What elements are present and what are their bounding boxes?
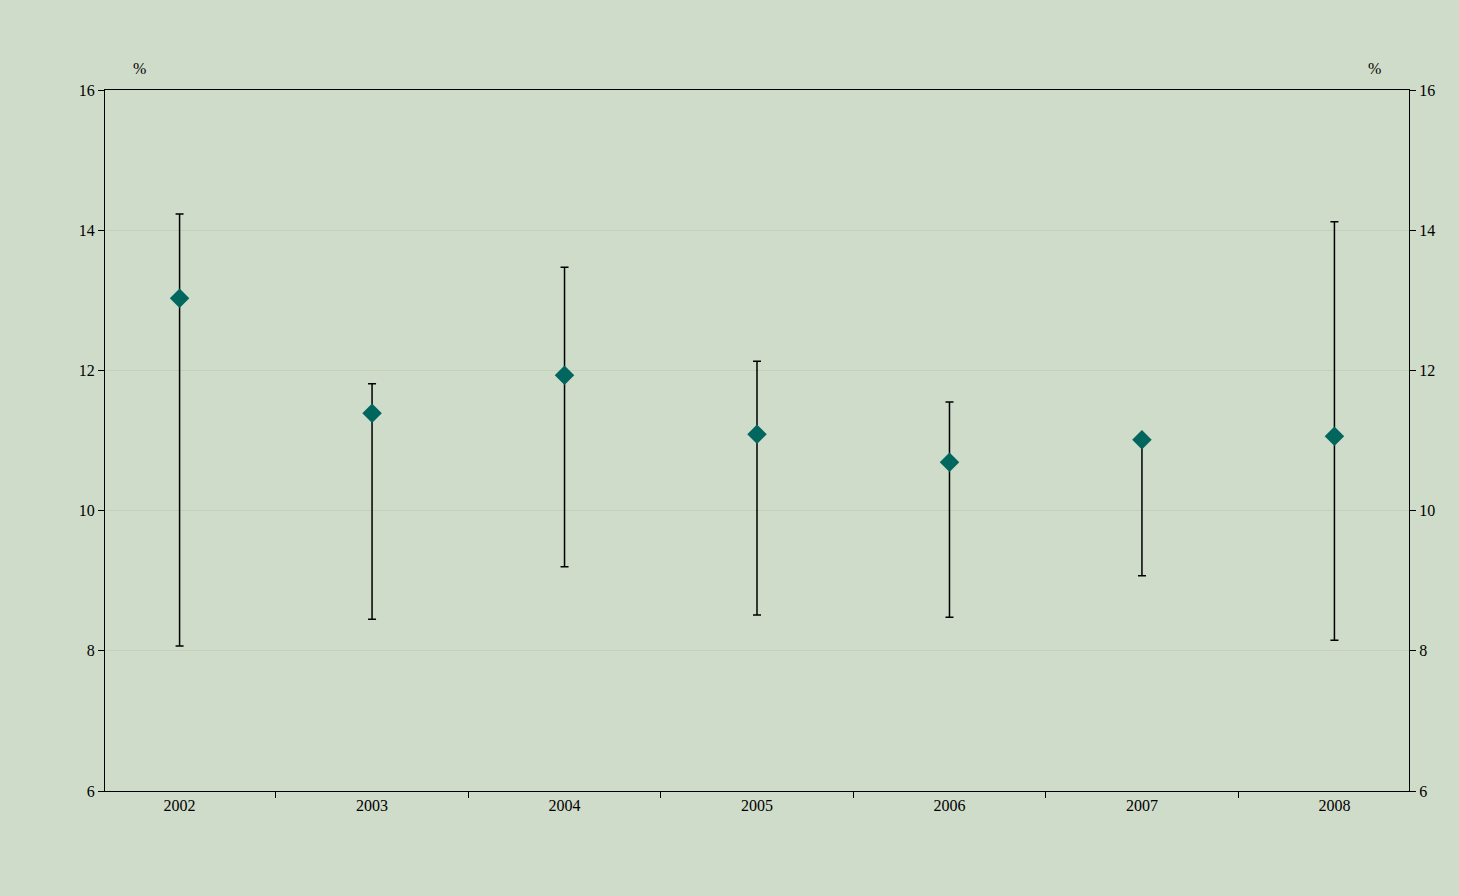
- svg-text:8: 8: [87, 642, 95, 659]
- svg-text:2007: 2007: [1126, 797, 1158, 814]
- svg-text:14: 14: [1419, 222, 1435, 239]
- svg-text:2004: 2004: [549, 797, 581, 814]
- svg-text:2006: 2006: [933, 797, 965, 814]
- svg-text:2005: 2005: [741, 797, 773, 814]
- svg-text:2002: 2002: [164, 797, 196, 814]
- svg-text:14: 14: [79, 222, 95, 239]
- svg-text:%: %: [133, 60, 146, 77]
- svg-text:8: 8: [1419, 642, 1427, 659]
- svg-text:6: 6: [1419, 783, 1427, 800]
- svg-text:12: 12: [1419, 362, 1435, 379]
- svg-text:10: 10: [79, 502, 95, 519]
- svg-text:16: 16: [1419, 82, 1435, 99]
- svg-text:2008: 2008: [1318, 797, 1350, 814]
- svg-text:16: 16: [79, 82, 95, 99]
- svg-text:6: 6: [87, 783, 95, 800]
- svg-text:2003: 2003: [356, 797, 388, 814]
- svg-text:%: %: [1368, 60, 1381, 77]
- svg-text:12: 12: [79, 362, 95, 379]
- svg-text:10: 10: [1419, 502, 1435, 519]
